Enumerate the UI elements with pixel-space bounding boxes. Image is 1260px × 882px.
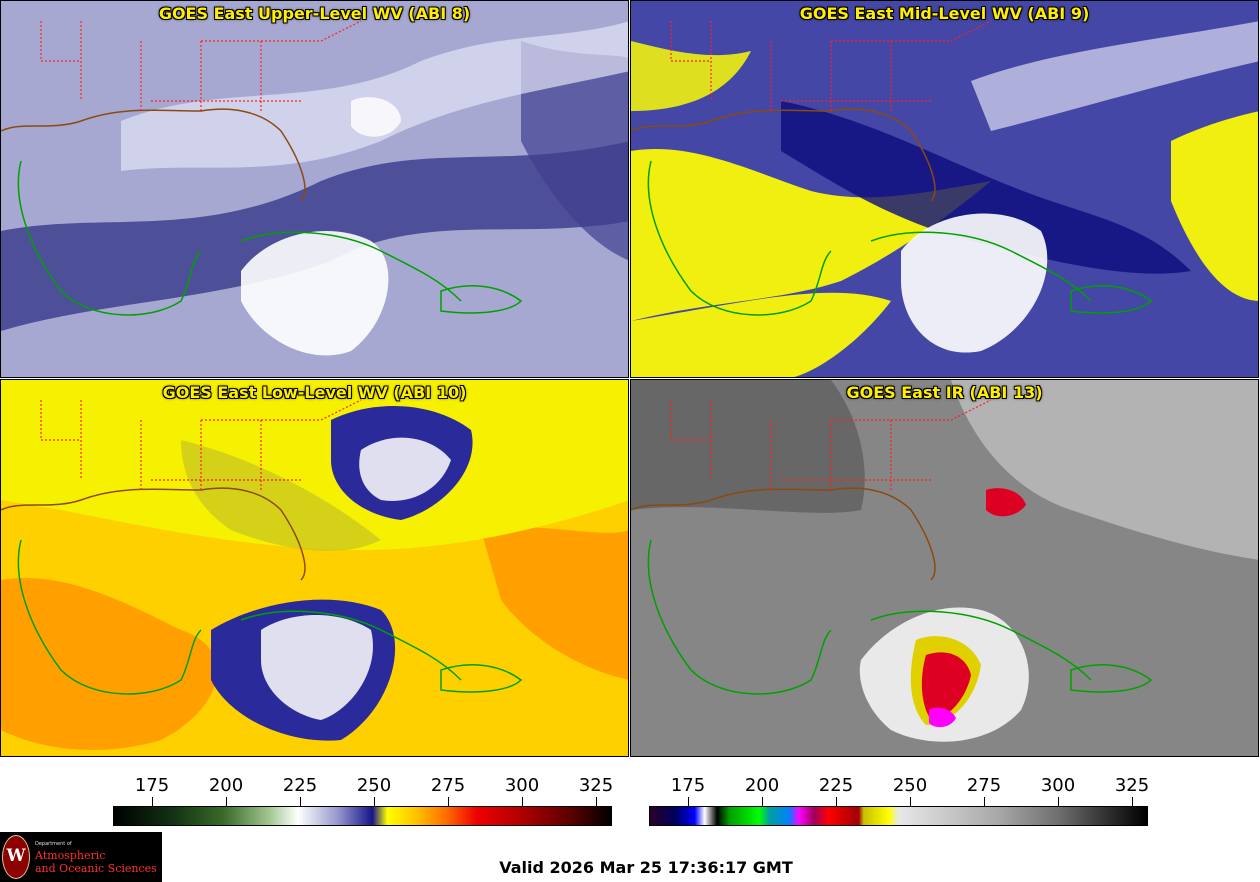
ir-colorbar (649, 806, 1148, 826)
panel-title: GOES East Upper-Level WV (ABI 8) (158, 4, 471, 23)
dry-region (1, 578, 218, 751)
cold-cloud-tops (921, 652, 971, 720)
colorbar-tick (300, 797, 301, 806)
cloud-cluster (261, 615, 373, 720)
panel-title: GOES East Mid-Level WV (ABI 9) (799, 4, 1090, 23)
coastline (1070, 285, 1153, 314)
dry-region-east (521, 41, 628, 261)
colorbar-tick-label: 225 (282, 775, 318, 796)
coastline (17, 539, 202, 695)
cloud-cluster (241, 231, 389, 356)
logo-name-line2: and Oceanic Sciences (35, 862, 157, 875)
cloud-cluster (351, 97, 401, 137)
colorbar-tick (522, 797, 523, 806)
coastline (647, 160, 832, 316)
colorbar-tick (762, 797, 763, 806)
coastline (440, 664, 523, 693)
dry-region-east (1171, 111, 1258, 301)
low-level-wv-panel: GOES East Low-Level WV (ABI 10) (0, 379, 629, 757)
colorbar-tick (596, 797, 597, 806)
coastline (1070, 664, 1153, 693)
colorbar-tick-label: 200 (208, 775, 244, 796)
low-level-wv-image (1, 380, 628, 756)
colorbar-tick-label: 250 (892, 775, 928, 796)
coldest-cloud-tops (929, 707, 956, 728)
state-borders (40, 20, 362, 111)
colorbar-tick-label: 300 (1040, 775, 1076, 796)
moist-band (1, 380, 628, 550)
logo-dept-text: Department of (35, 841, 72, 847)
infrared-image (631, 380, 1258, 756)
coastline (870, 231, 1092, 302)
colorbar-tick-label: 275 (966, 775, 1002, 796)
upper-level-wv-panel: GOES East Upper-Level WV (ABI 8) (0, 0, 629, 378)
colorbar-tick (374, 797, 375, 806)
coastline (240, 610, 462, 681)
moist-band (971, 21, 1258, 131)
colorbar-tick (984, 797, 985, 806)
colorbar-tick (152, 797, 153, 806)
dry-band (631, 149, 991, 321)
coastline (870, 610, 1092, 681)
coastline (240, 231, 462, 302)
colorbar-tick (836, 797, 837, 806)
panel-title: GOES East IR (ABI 13) (846, 383, 1043, 402)
infrared-panel: GOES East IR (ABI 13) (630, 379, 1259, 757)
colorbar-tick-label: 300 (504, 775, 540, 796)
coastline (17, 160, 202, 316)
wv-colorbar (113, 806, 612, 826)
mid-level-wv-panel: GOES East Mid-Level WV (ABI 9) (630, 0, 1259, 378)
colorbar-tick (1132, 797, 1133, 806)
valid-time: Valid 2026 Mar 25 17:36:17 GMT (499, 858, 793, 877)
logo-name-line1: Atmospheric (35, 849, 106, 862)
colorbar-tick-label: 175 (134, 775, 170, 796)
cloud-cluster (359, 437, 451, 501)
cold-cloud-tops (986, 488, 1026, 517)
colorbar-tick (910, 797, 911, 806)
colorbar-tick-label: 175 (670, 775, 706, 796)
dry-band (631, 292, 891, 377)
moist-band (181, 440, 381, 551)
state-borders (670, 20, 992, 111)
cloud-cluster (901, 213, 1048, 353)
colorbar-tick (226, 797, 227, 806)
colorbar-tick (448, 797, 449, 806)
panel-title: GOES East Low-Level WV (ABI 10) (162, 383, 467, 402)
colorbar-tick-label: 250 (356, 775, 392, 796)
colorbar-tick-label: 275 (430, 775, 466, 796)
colorbar-tick-label: 200 (744, 775, 780, 796)
moist-band (121, 21, 628, 171)
dark-band (781, 101, 1191, 274)
colorbar-tick (1058, 797, 1059, 806)
colorbar-tick (688, 797, 689, 806)
coastline (440, 285, 523, 314)
cloud-field (951, 380, 1258, 560)
seal-letter: W (6, 846, 26, 866)
state-borders (670, 399, 992, 490)
colorbar-tick-label: 325 (1114, 775, 1150, 796)
state-borders (40, 399, 362, 490)
upper-level-wv-image (1, 1, 628, 377)
coastline (647, 539, 832, 695)
colorbar-tick-label: 225 (818, 775, 854, 796)
uw-seal-icon: W (2, 835, 30, 879)
colorbar-tick-label: 325 (578, 775, 614, 796)
dry-region-east (481, 527, 628, 680)
dry-region-north (631, 41, 751, 111)
mid-level-wv-image (631, 1, 1258, 377)
aos-logo: W Department of Atmospheric and Oceanic … (0, 832, 162, 882)
